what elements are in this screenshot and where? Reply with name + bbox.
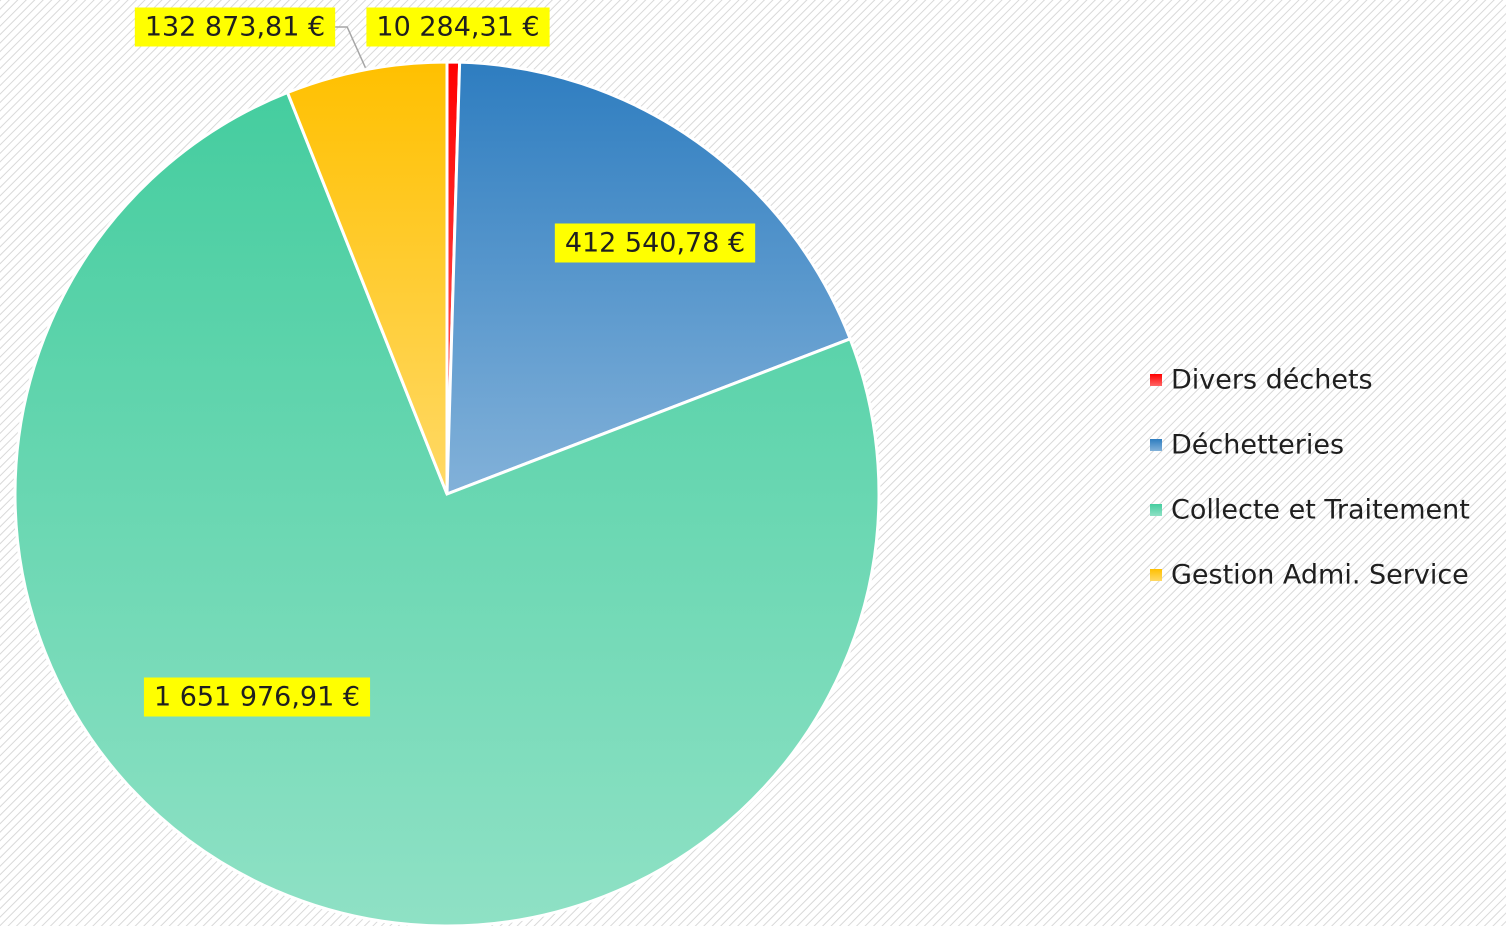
legend-swatch: [1150, 504, 1162, 516]
data-label-background: [554, 223, 756, 263]
pie-slice: [13, 90, 881, 926]
legend-swatch: [1150, 439, 1162, 451]
data-label: 10 284,31 €: [376, 12, 539, 43]
data-label: 412 540,78 €: [565, 228, 745, 259]
data-label-background: [366, 7, 550, 47]
legend-label: Divers déchets: [1171, 365, 1373, 396]
data-label: 132 873,81 €: [145, 12, 325, 43]
legend-label: Déchetteries: [1171, 430, 1344, 461]
data-label-background: [143, 677, 371, 717]
legend-swatch: [1150, 374, 1162, 386]
leader-line: [335, 26, 367, 69]
pie-slice: [285, 60, 449, 495]
data-label: 1 651 976,91 €: [154, 682, 360, 713]
legend-label: Collecte et Traitement: [1171, 495, 1470, 526]
legend-label: Gestion Admi. Service: [1171, 560, 1469, 591]
pie-slice: [445, 60, 853, 497]
legend-swatch: [1150, 569, 1162, 581]
data-label-background: [134, 7, 336, 47]
